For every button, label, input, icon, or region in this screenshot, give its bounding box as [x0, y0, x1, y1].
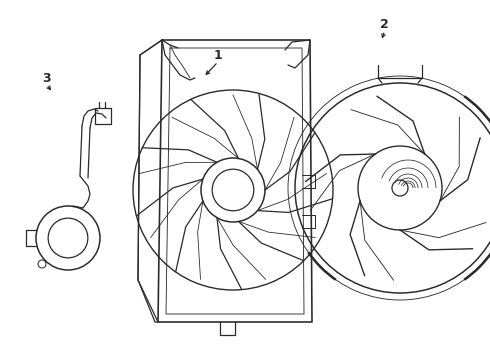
Text: 2: 2	[380, 18, 389, 31]
Text: 3: 3	[42, 72, 51, 85]
Text: 1: 1	[214, 49, 222, 62]
